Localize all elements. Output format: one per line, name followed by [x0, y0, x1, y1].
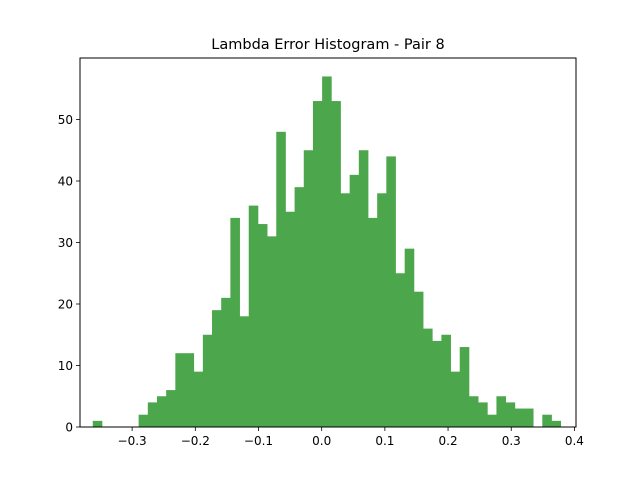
y-tick-label: 0: [65, 421, 73, 435]
histogram-bar: [303, 150, 314, 427]
bars-group: [92, 76, 562, 428]
histogram-bar: [349, 174, 360, 427]
x-tick-label: 0.4: [565, 434, 584, 448]
histogram-bar: [368, 217, 378, 427]
x-tick-label: −0.2: [181, 434, 210, 448]
histogram-bar: [193, 371, 204, 427]
histogram-bar: [340, 193, 351, 427]
x-tick-label: 0.3: [502, 434, 521, 448]
histogram-bar: [514, 408, 525, 427]
histogram-bar: [487, 414, 497, 427]
histogram-bar: [322, 76, 332, 427]
y-tick-label: 40: [58, 175, 73, 189]
x-tick-label: 0.2: [439, 434, 458, 448]
histogram-bar: [276, 131, 286, 428]
histogram-bar: [175, 353, 185, 427]
histogram-bar: [404, 248, 415, 427]
x-tick-label: 0.1: [375, 434, 394, 448]
histogram-bar: [239, 316, 250, 427]
histogram-bar: [92, 420, 103, 427]
histogram-bar: [395, 273, 406, 427]
histogram-bar: [496, 396, 507, 427]
histogram-bar: [285, 211, 295, 427]
y-tick-label: 30: [58, 236, 73, 250]
x-tick-label: 0.0: [312, 434, 331, 448]
histogram-bar: [230, 217, 240, 427]
histogram-bar: [184, 353, 195, 427]
y-tick-label: 20: [58, 298, 73, 312]
histogram-bar: [312, 101, 323, 428]
histogram-bar: [257, 224, 268, 427]
histogram-bar: [156, 396, 167, 427]
histogram-bar: [542, 414, 552, 427]
histogram-bar: [505, 402, 516, 427]
histogram-bar: [386, 156, 396, 427]
histogram-bar: [138, 414, 149, 427]
histogram-bar: [358, 150, 369, 427]
histogram-bar: [523, 408, 534, 427]
histogram-bar: [166, 390, 176, 427]
histogram-bar: [202, 334, 213, 427]
x-tick-label: −0.3: [118, 434, 147, 448]
histogram-bar: [331, 101, 341, 428]
histogram-bar: [468, 396, 479, 427]
histogram-bar: [478, 402, 488, 427]
histogram-bar: [377, 193, 387, 427]
histogram-bar: [147, 402, 158, 427]
chart-title: Lambda Error Histogram - Pair 8: [211, 37, 444, 53]
histogram-bar: [450, 371, 461, 427]
histogram-bar: [221, 297, 231, 427]
histogram-bar: [432, 340, 442, 427]
histogram-bar: [212, 310, 222, 427]
histogram-bar: [267, 236, 277, 427]
histogram-bar: [459, 347, 470, 427]
histogram-bar: [423, 328, 433, 427]
histogram-bar: [413, 291, 424, 427]
histogram-bar: [441, 334, 451, 427]
y-tick-label: 50: [58, 113, 73, 127]
x-axis: −0.3 −0.2 −0.1 0.0 0.1 0.2 0.3 0.4: [118, 427, 584, 448]
histogram-bar: [551, 420, 562, 427]
y-axis: 0 10 20 30 40 50: [58, 113, 80, 435]
histogram-bar: [248, 205, 259, 427]
x-tick-label: −0.1: [244, 434, 273, 448]
y-tick-label: 10: [58, 359, 73, 373]
histogram-bar: [294, 187, 305, 427]
